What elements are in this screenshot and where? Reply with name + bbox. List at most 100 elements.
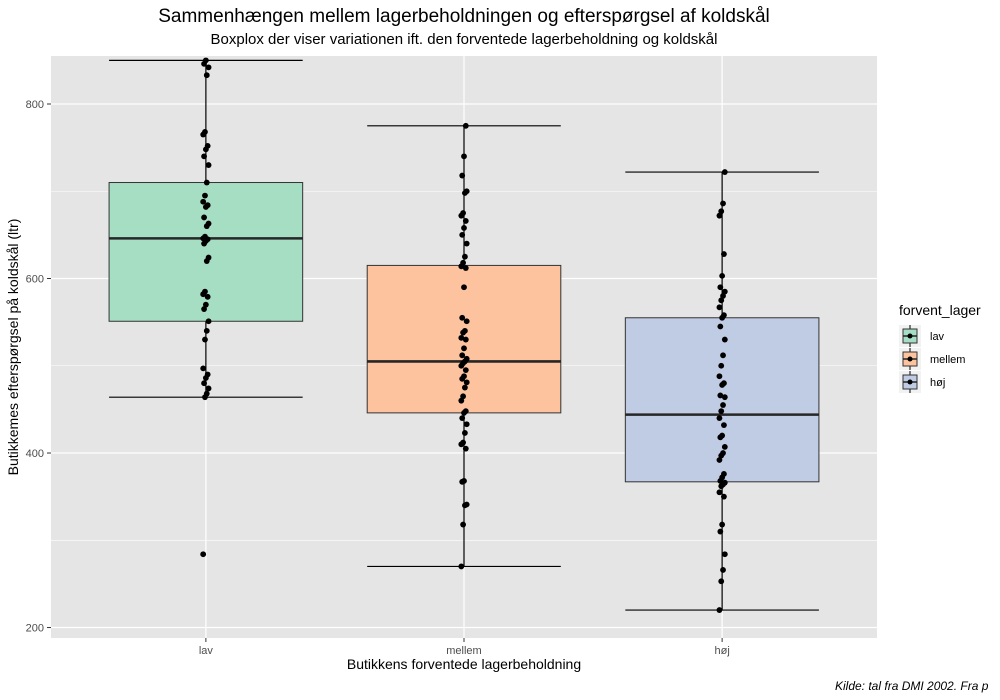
data-point (462, 336, 469, 343)
data-point (716, 373, 723, 380)
data-point (720, 450, 726, 456)
data-point (204, 142, 211, 149)
data-point (201, 214, 207, 221)
data-point (721, 444, 728, 450)
data-point (717, 323, 724, 330)
data-point (718, 578, 725, 585)
box-series (108, 57, 820, 613)
data-point (203, 390, 210, 397)
data-point (205, 318, 212, 325)
y-tick-label: 600 (26, 274, 44, 286)
data-point (463, 318, 470, 325)
data-point (721, 422, 727, 428)
data-point (462, 327, 468, 334)
legend-key-point (907, 356, 913, 362)
data-point (719, 432, 726, 439)
data-point (458, 334, 465, 341)
x-tick-label: høj (714, 645, 729, 657)
data-point (716, 607, 723, 613)
data-point (717, 528, 724, 535)
box-lav (108, 57, 304, 558)
y-tick-label: 200 (26, 623, 44, 635)
data-point (721, 551, 728, 558)
y-axis-label: Butikkemes efterspørgsel på koldskål (lt… (5, 219, 21, 476)
data-point (716, 304, 723, 311)
data-point (202, 57, 209, 64)
data-point (460, 521, 466, 528)
data-point (459, 314, 466, 321)
data-point (459, 415, 466, 422)
data-point (461, 478, 467, 484)
data-point (202, 233, 208, 240)
y-tick-label: 800 (26, 99, 44, 111)
data-point (721, 312, 727, 319)
x-tick-label: mellem (446, 645, 481, 657)
data-point (719, 272, 726, 279)
data-point (459, 231, 466, 238)
data-point (200, 365, 207, 372)
data-point (720, 567, 726, 573)
chart-subtitle: Boxplox der viser variationen ift. den f… (211, 31, 718, 48)
data-point (462, 445, 469, 452)
data-point (463, 188, 470, 195)
data-point (721, 380, 727, 387)
chart-title: Sammenhængen mellem lagerbeholdningen og… (158, 6, 770, 27)
data-point (461, 153, 467, 160)
data-point (462, 384, 468, 391)
data-point (463, 501, 470, 508)
legend-key-point (907, 379, 913, 385)
data-point (461, 345, 467, 352)
data-point (460, 259, 466, 266)
data-point (459, 172, 466, 179)
data-point (462, 367, 469, 374)
data-point (721, 288, 728, 295)
data-point (202, 336, 208, 343)
data-point (460, 439, 466, 446)
data-point (205, 64, 212, 71)
data-point (462, 218, 469, 224)
data-point (203, 327, 210, 334)
data-point (717, 392, 724, 399)
data-point (716, 415, 723, 422)
data-point (721, 479, 728, 486)
data-point (716, 212, 723, 219)
data-point (460, 393, 466, 400)
data-point (462, 122, 469, 129)
data-point (200, 198, 207, 205)
data-point (461, 224, 467, 231)
data-point (202, 288, 208, 295)
data-point (721, 336, 728, 343)
data-point (460, 210, 466, 216)
x-axis-label: Butikkens forventede lagerbeholdning (347, 656, 581, 672)
data-point (716, 489, 723, 496)
data-point (202, 301, 209, 308)
data-point (203, 72, 210, 79)
box-høj (624, 169, 820, 613)
data-point (202, 192, 208, 199)
data-point (201, 153, 207, 160)
y-axis: 200 400 600 800 (26, 99, 51, 635)
data-point (462, 265, 469, 271)
data-point (721, 169, 728, 175)
data-point (458, 397, 465, 404)
data-point (718, 362, 725, 369)
data-point (462, 430, 468, 436)
x-tick-label: lav (199, 645, 214, 657)
data-point (203, 179, 210, 186)
data-point (205, 220, 212, 227)
legend-key-point (907, 333, 913, 339)
data-point (201, 380, 207, 387)
data-point (205, 385, 212, 392)
data-point (718, 208, 725, 215)
data-point (463, 355, 470, 362)
data-point (720, 402, 726, 408)
data-point (716, 457, 723, 463)
data-point (721, 394, 728, 401)
data-point (205, 162, 212, 168)
data-point (458, 563, 465, 570)
data-point (720, 293, 726, 299)
x-axis: lav mellem høj (199, 638, 730, 657)
data-point (463, 421, 470, 428)
data-point (205, 254, 212, 261)
